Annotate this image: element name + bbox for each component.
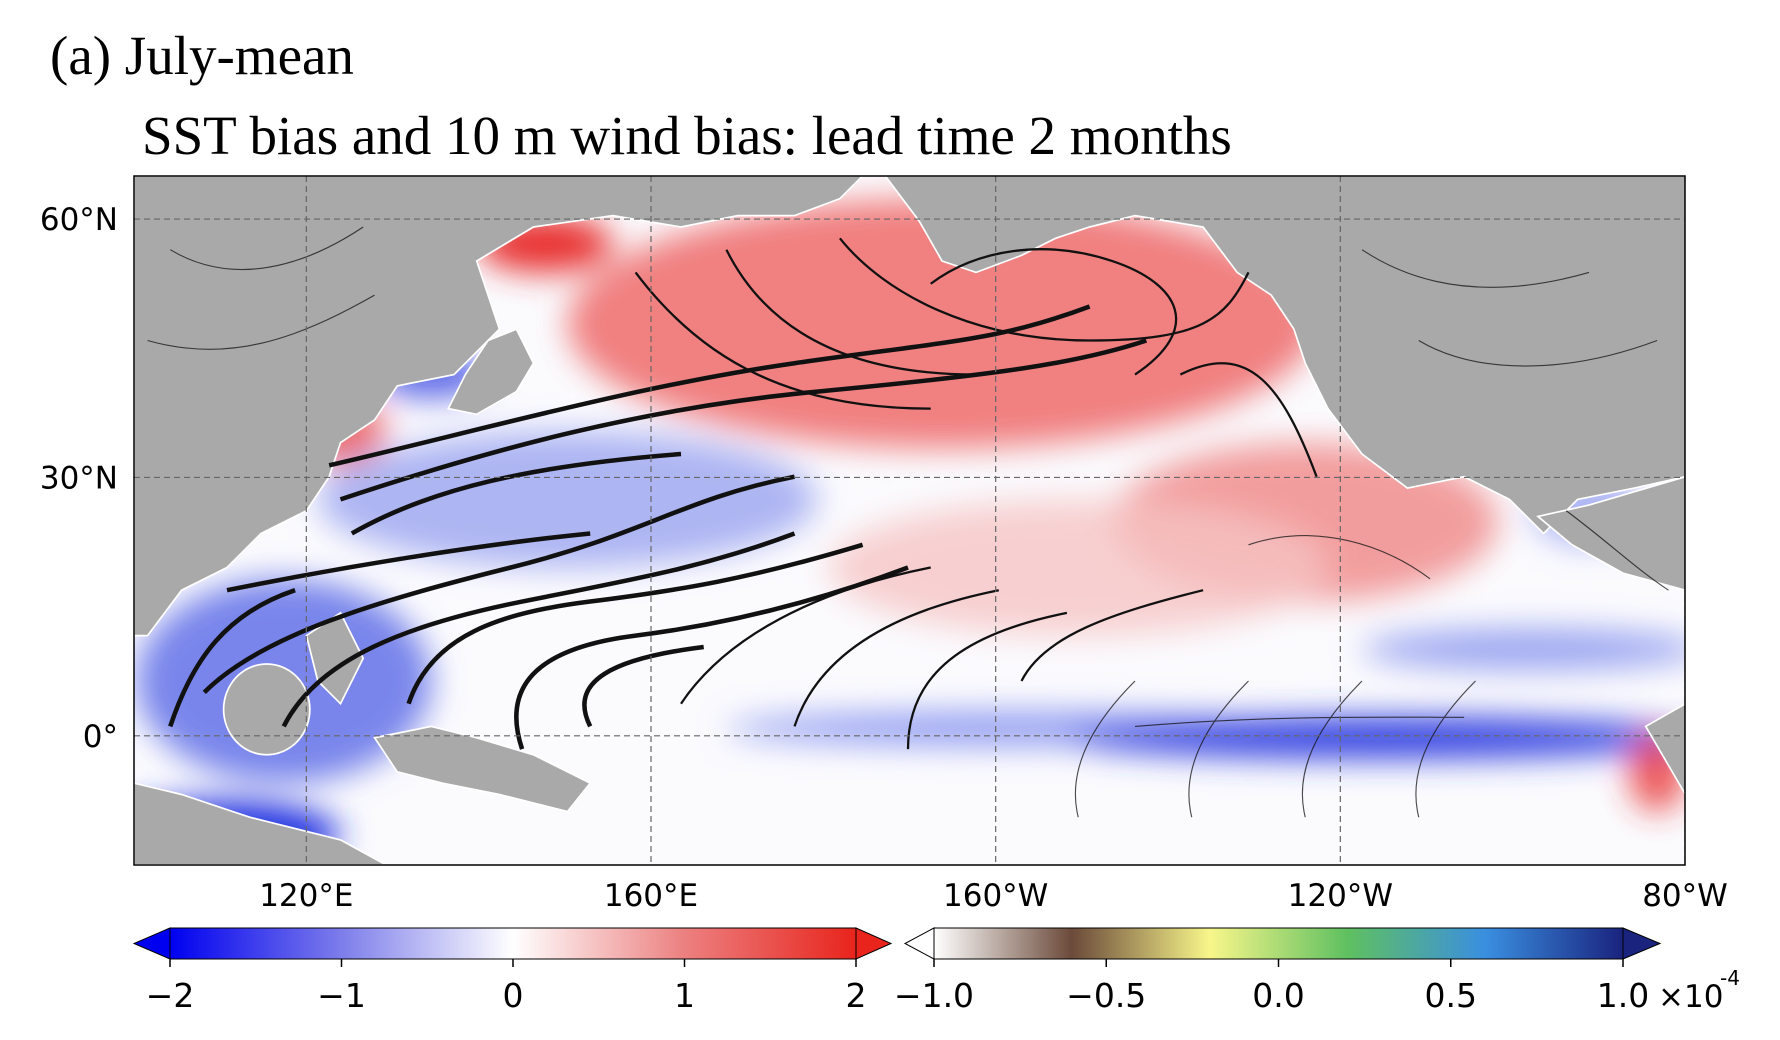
x-tick-label: 80°W [1642,878,1728,914]
colorbar-tick-label: 0 [503,976,524,1015]
subtitle: SST bias and 10 m wind bias: lead time 2… [142,105,1232,166]
x-tick-label: 160°E [604,878,698,914]
colorbar [169,927,857,960]
colorbar-tick-label: 0.0 [1252,976,1304,1015]
x-tick-label: 120°E [259,878,353,914]
map-frame [133,175,1686,866]
sst-field [134,176,1685,865]
y-tick-label: 60°N [40,202,118,238]
colorbar-extend-high [855,927,893,960]
colorbar-extend-low [132,927,171,960]
colorbar [933,927,1624,960]
colorbar-extend-high [1622,927,1662,960]
x-tick-label: 160°W [943,878,1048,914]
colorbar-tick-label: −1 [317,976,366,1015]
title: (a) July-mean [50,25,354,86]
colorbar-tick-label: −0.5 [1066,976,1146,1015]
colorbar-exponent: -4 [1720,966,1740,990]
colorbar-tick-label: −2 [146,976,195,1015]
map [134,176,1685,865]
colorbar-tick-label: 2 [846,976,867,1015]
colorbar-extend-low [903,927,935,960]
y-tick-label: 30°N [40,460,118,496]
x-tick-label: 120°W [1288,878,1393,914]
colorbar-tick-label: 1 [674,976,695,1015]
colorbar-multiplier: ×10 [1658,979,1723,1015]
colorbar-tick-label: 0.5 [1425,976,1477,1015]
y-tick-label: 0° [83,719,118,755]
colorbar-tick-label: 1.0 [1597,976,1649,1015]
colorbar-tick-label: −1.0 [894,976,974,1015]
